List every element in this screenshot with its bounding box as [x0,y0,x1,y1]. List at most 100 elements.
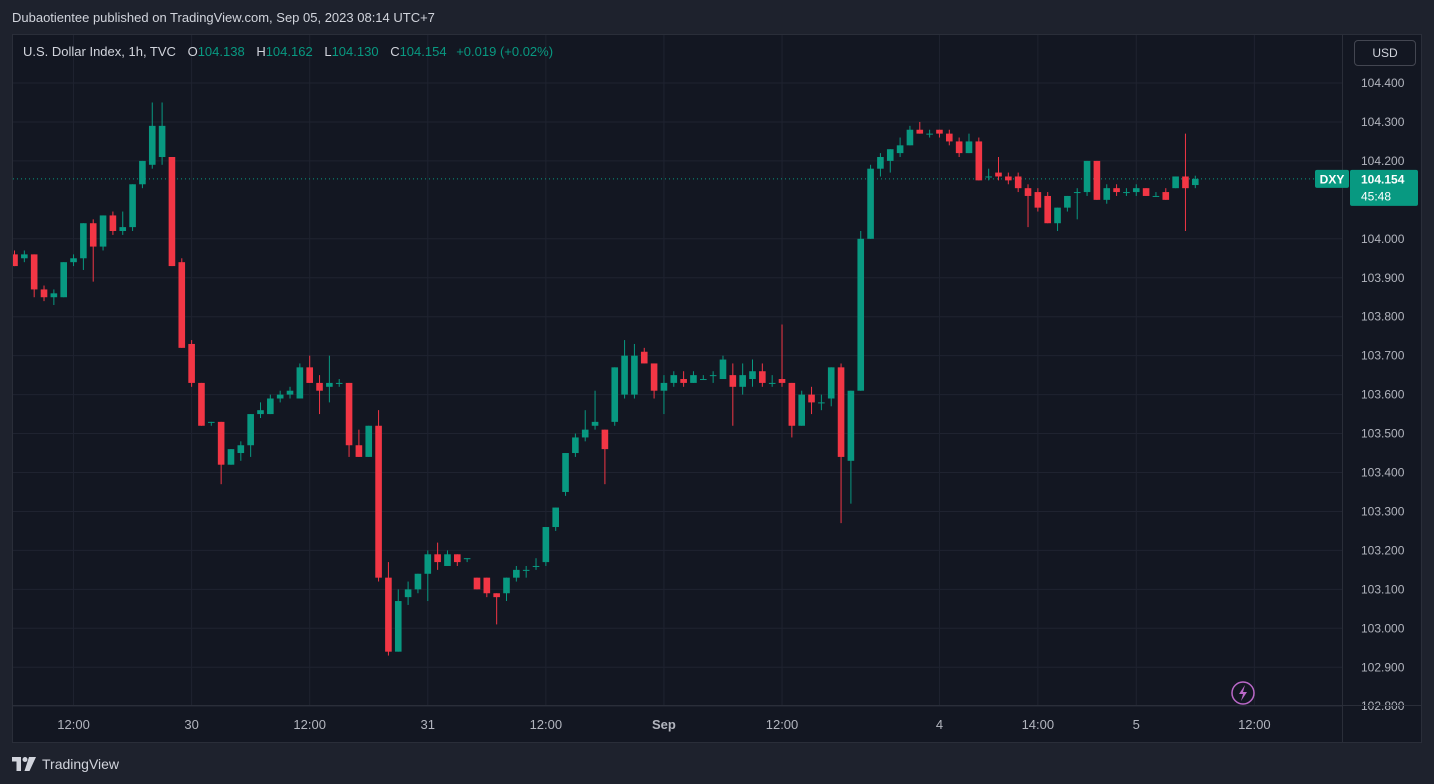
candle[interactable] [257,402,264,418]
candle[interactable] [591,390,599,430]
candle[interactable] [670,371,678,387]
candle[interactable] [719,355,727,380]
candle[interactable] [30,254,38,298]
candle[interactable] [690,371,697,383]
candle[interactable] [601,429,609,485]
candle[interactable] [867,164,874,239]
candle[interactable] [326,355,333,403]
candle[interactable] [1172,176,1179,189]
candle[interactable] [532,558,540,570]
candle[interactable] [640,347,648,364]
currency-button[interactable]: USD [1354,40,1416,66]
candle[interactable] [759,363,766,387]
candle[interactable] [995,157,1002,181]
candle[interactable] [286,386,294,399]
candle[interactable] [60,262,67,298]
candle[interactable] [768,375,776,387]
candle[interactable] [198,382,205,426]
candle[interactable] [946,129,953,146]
candle[interactable] [404,581,412,605]
candle[interactable] [483,577,491,598]
candle[interactable] [522,565,530,578]
candlestick-chart[interactable]: 104.400 104.300 104.200 104.000 103.900 103.8… [13,35,1421,742]
candle[interactable] [365,425,373,457]
candle[interactable] [80,223,87,270]
candle[interactable] [650,363,658,399]
candle[interactable] [1064,195,1071,212]
tradingview-logo[interactable]: TradingView [12,755,119,773]
candle[interactable] [99,215,107,251]
candle[interactable] [119,211,127,235]
candle[interactable] [1093,160,1101,200]
candle[interactable] [267,394,274,415]
candle[interactable] [1182,133,1189,232]
candle[interactable] [1014,172,1022,193]
candle[interactable] [611,367,619,426]
candle[interactable] [542,527,550,566]
candle[interactable] [680,371,687,387]
candle[interactable] [503,577,510,602]
candle[interactable] [375,410,382,582]
candle[interactable] [513,565,520,582]
candle[interactable] [1103,184,1111,204]
candle[interactable] [70,254,77,267]
candle[interactable] [40,285,48,302]
candle[interactable] [837,363,845,524]
candle[interactable] [936,129,943,138]
candle[interactable] [296,363,304,399]
candle[interactable] [778,324,786,387]
candle[interactable] [316,375,323,415]
chart-frame[interactable]: 104.400 104.300 104.200 104.000 103.900 103.8… [12,34,1422,743]
candle[interactable] [158,102,166,165]
candle[interactable] [50,289,58,306]
candle[interactable] [739,363,746,395]
candle[interactable] [1192,175,1199,189]
candle[interactable] [985,168,992,181]
candle[interactable] [21,250,28,263]
candle[interactable] [896,137,904,158]
candle[interactable] [13,250,18,267]
candle[interactable] [1083,160,1091,196]
candle[interactable] [424,550,432,602]
candle[interactable] [148,102,156,169]
candle[interactable] [394,589,402,652]
candle[interactable] [335,379,343,387]
candle[interactable] [916,121,924,134]
candle[interactable] [886,149,894,173]
candle[interactable] [906,125,914,146]
candle[interactable] [581,410,589,442]
candle[interactable] [1142,188,1150,196]
candle[interactable] [955,137,963,158]
candle[interactable] [385,562,392,656]
candle[interactable] [345,382,353,457]
candle[interactable] [798,390,805,426]
candle[interactable] [247,414,254,457]
candle[interactable] [109,211,117,235]
candle[interactable] [729,363,737,426]
candle[interactable] [217,421,225,485]
lightning-icon[interactable] [1231,681,1255,705]
candle[interactable] [355,429,363,457]
candle[interactable] [827,367,835,407]
candle[interactable] [1044,192,1051,224]
candle[interactable] [562,453,569,496]
candle[interactable] [178,258,186,348]
candle[interactable] [975,137,983,181]
candle[interactable] [89,219,97,282]
candle[interactable] [631,343,638,399]
candle[interactable] [572,433,579,457]
candle[interactable] [139,160,146,189]
candle[interactable] [847,390,855,504]
candle[interactable] [188,340,195,387]
candle[interactable] [857,231,865,391]
candle[interactable] [552,507,559,531]
candle[interactable] [788,382,796,438]
candle[interactable] [700,375,707,381]
candle[interactable] [1132,184,1140,196]
candle[interactable] [227,449,235,465]
candle[interactable] [621,340,628,399]
candle[interactable] [237,441,245,461]
candle[interactable] [208,421,215,426]
candle[interactable] [306,355,313,383]
candle[interactable] [1034,188,1042,212]
